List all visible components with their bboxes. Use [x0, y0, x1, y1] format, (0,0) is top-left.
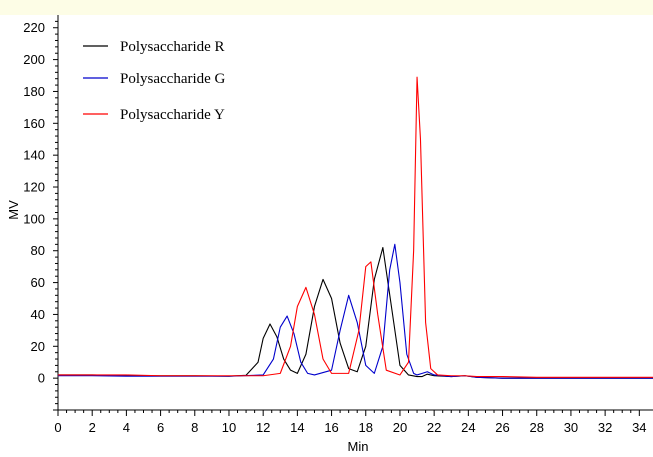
- x-tick-label: 16: [324, 420, 338, 435]
- y-tick-label: 60: [31, 275, 45, 290]
- x-tick-label: 8: [191, 420, 198, 435]
- series-line-polysaccharide-g: [58, 243, 653, 379]
- y-axis-title: MV: [6, 200, 21, 220]
- legend: Polysaccharide R Polysaccharide G Polysacc…: [83, 39, 226, 123]
- x-tick-label: 18: [359, 420, 373, 435]
- y-tick-label: 220: [23, 20, 45, 35]
- x-tick-label: 28: [530, 420, 544, 435]
- y-tick-label: 160: [23, 116, 45, 131]
- x-tick-label: 20: [393, 420, 407, 435]
- x-tick-label: 6: [157, 420, 164, 435]
- x-tick-label: 26: [495, 420, 509, 435]
- y-tick-label: 100: [23, 211, 45, 226]
- x-tick-label: 24: [461, 420, 475, 435]
- y-tick-label: 140: [23, 148, 45, 163]
- legend-label: Polysaccharide G: [120, 71, 226, 87]
- series-line-polysaccharide-y: [58, 76, 653, 378]
- legend-label: Polysaccharide Y: [120, 107, 225, 123]
- x-axis-title: Min: [348, 439, 369, 454]
- x-tick-label: 22: [427, 420, 441, 435]
- x-tick-label: 32: [598, 420, 612, 435]
- header-band: [0, 0, 653, 15]
- x-tick-label: 2: [89, 420, 96, 435]
- x-tick-label: 14: [290, 420, 304, 435]
- series-lines: [58, 76, 653, 379]
- y-axis: 0 20 40 60 80 100 120 140 160 180 200 220: [23, 20, 58, 411]
- x-tick-label: 12: [256, 420, 270, 435]
- x-axis: 0 2 4 6 8 10 12 14 16 18 20 22 24 26 28 30 32 34: [54, 410, 647, 435]
- legend-label: Polysaccharide R: [120, 39, 225, 55]
- y-tick-label: 200: [23, 52, 45, 67]
- x-tick-label: 10: [222, 420, 236, 435]
- series-line-polysaccharide-r: [58, 246, 653, 379]
- y-tick-label: 80: [31, 243, 45, 258]
- y-tick-label: 0: [38, 371, 45, 386]
- y-tick-label: 180: [23, 84, 45, 99]
- y-tick-label: 40: [31, 307, 45, 322]
- x-tick-label: 4: [123, 420, 130, 435]
- y-tick-label: 20: [31, 339, 45, 354]
- x-tick-label: 30: [564, 420, 578, 435]
- x-tick-label: 34: [632, 420, 646, 435]
- x-tick-label: 0: [54, 420, 61, 435]
- y-tick-label: 120: [23, 180, 45, 195]
